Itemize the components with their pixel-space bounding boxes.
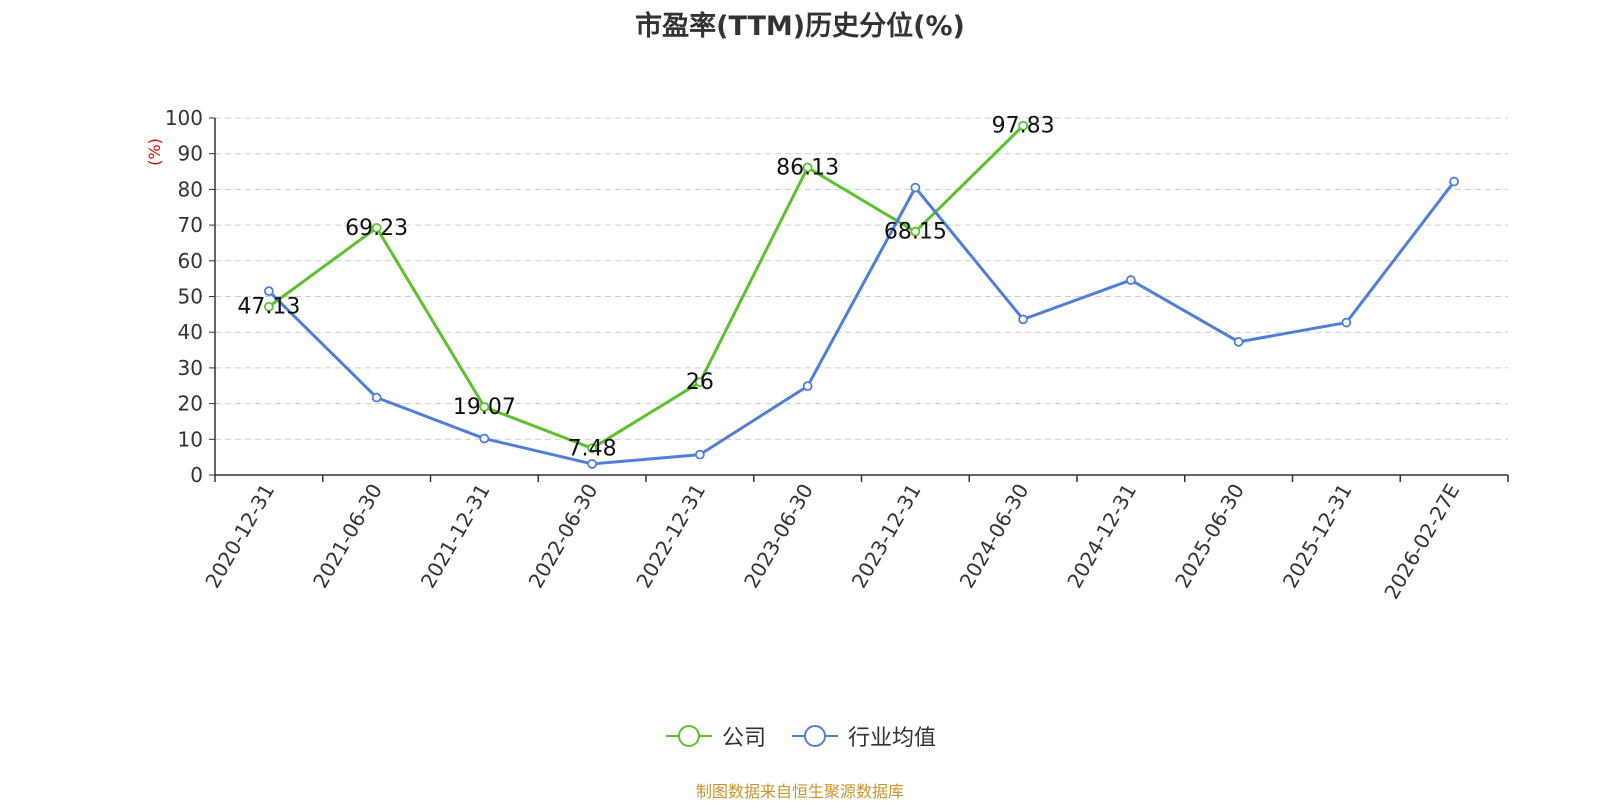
data-point bbox=[1341, 317, 1352, 328]
x-tick-label: 2023-06-30 bbox=[739, 480, 818, 593]
x-tick-label: 2020-12-31 bbox=[200, 480, 279, 593]
data-point bbox=[371, 222, 382, 233]
y-tick-label: 20 bbox=[178, 392, 203, 416]
x-tick-label: 2022-12-31 bbox=[631, 480, 710, 593]
source-note: 制图数据来自恒生聚源数据库 bbox=[695, 782, 904, 801]
legend-marker bbox=[804, 725, 826, 747]
chart-title: 市盈率(TTM)历史分位(%) bbox=[635, 11, 965, 42]
data-point bbox=[479, 402, 490, 412]
legend-item[interactable]: 行业均值 bbox=[790, 720, 936, 752]
series-lines bbox=[263, 120, 1460, 469]
legend-swatch-icon bbox=[665, 725, 712, 747]
x-tick-label: 2025-06-30 bbox=[1170, 480, 1249, 593]
data-point bbox=[910, 226, 921, 237]
y-tick-label: 40 bbox=[178, 320, 203, 344]
data-label: 47.13 bbox=[237, 295, 300, 320]
data-label: 97.83 bbox=[992, 114, 1055, 139]
grid-lines bbox=[215, 117, 1508, 440]
data-labels: 47.13 69.23 19.07 7.48 26 86.13 68.15 97.83 bbox=[237, 114, 1054, 462]
legend-label: 公司 bbox=[721, 726, 766, 751]
y-tick-label: 80 bbox=[178, 177, 203, 201]
data-point bbox=[802, 162, 813, 173]
y-tick-label: 100 bbox=[165, 106, 203, 130]
data-point bbox=[694, 377, 705, 388]
series-line bbox=[267, 180, 1456, 466]
x-tick-label: 2024-06-30 bbox=[955, 480, 1034, 593]
data-point bbox=[1233, 336, 1244, 347]
y-tick-label: 50 bbox=[178, 285, 203, 309]
data-point bbox=[1125, 275, 1136, 285]
data-label: 7.48 bbox=[568, 436, 617, 461]
y-tick-label: 90 bbox=[178, 142, 203, 166]
x-tick-label: 2022-06-30 bbox=[524, 480, 603, 593]
axes: 0 10 20 30 40 50 60 70 80 90 100 2020-12-31 2021-06-… bbox=[165, 106, 1509, 604]
data-label: 86.13 bbox=[776, 156, 839, 181]
data-point bbox=[371, 392, 382, 403]
y-tick-label: 10 bbox=[178, 427, 203, 451]
data-point bbox=[479, 433, 490, 444]
data-point bbox=[1018, 314, 1029, 325]
x-tick-label: 2021-06-30 bbox=[308, 480, 387, 593]
data-point bbox=[587, 459, 598, 469]
data-label: 19.07 bbox=[453, 395, 516, 420]
legend-item[interactable]: 公司 bbox=[664, 720, 766, 752]
y-tick-label: 0 bbox=[190, 463, 203, 487]
data-point bbox=[802, 381, 813, 392]
x-tick-label: 2021-12-31 bbox=[416, 480, 495, 593]
y-tick-label: 70 bbox=[178, 213, 203, 237]
data-point bbox=[910, 182, 921, 193]
x-tick-label: 2023-12-31 bbox=[847, 480, 926, 593]
x-tick-label: 2025-12-31 bbox=[1278, 480, 1357, 593]
legend-label: 行业均值 bbox=[848, 726, 937, 751]
data-label: 69.23 bbox=[345, 216, 408, 241]
legend: 公司 行业均值 bbox=[0, 720, 1600, 752]
y-axis-label: (%) bbox=[145, 138, 164, 166]
y-tick-label: 60 bbox=[178, 249, 203, 273]
data-point bbox=[263, 286, 274, 297]
x-tick-label: 2024-12-31 bbox=[1062, 480, 1141, 593]
data-point bbox=[1018, 120, 1029, 131]
legend-marker bbox=[677, 725, 700, 747]
x-tick-label: 2026-02-27E bbox=[1379, 480, 1464, 604]
data-point bbox=[694, 449, 705, 460]
data-label: 26 bbox=[686, 370, 714, 395]
y-tick-label: 30 bbox=[178, 356, 203, 380]
data-label: 68.15 bbox=[884, 220, 947, 245]
data-point bbox=[1449, 176, 1460, 187]
data-point bbox=[587, 443, 598, 454]
data-point bbox=[263, 301, 274, 312]
legend-swatch-icon bbox=[792, 725, 838, 747]
